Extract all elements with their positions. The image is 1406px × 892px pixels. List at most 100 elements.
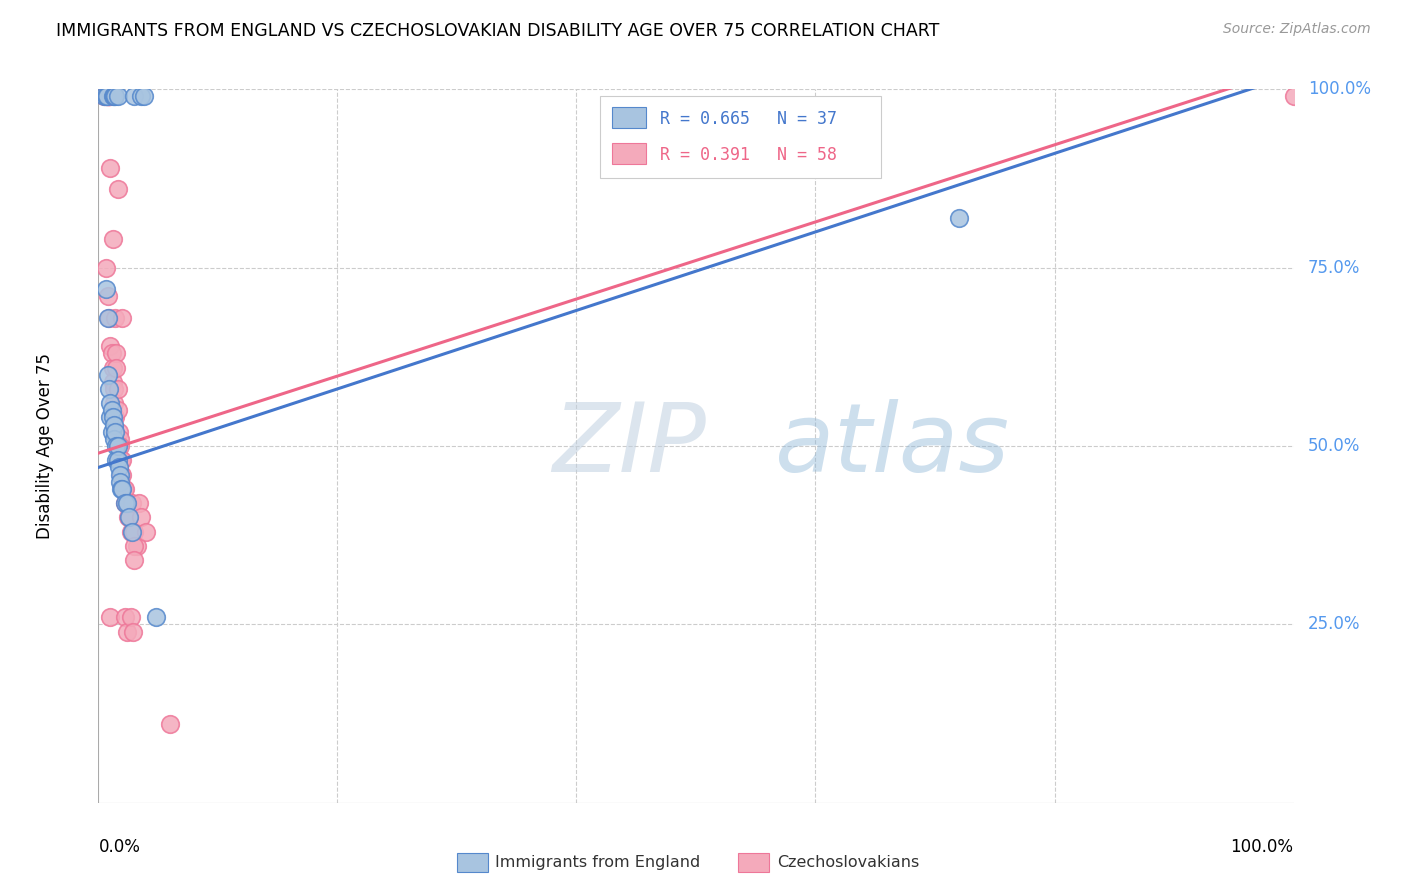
Point	[98, 161, 122, 175]
Text: Disability Age Over 75: Disability Age Over 75	[35, 353, 53, 539]
Point	[120, 524, 142, 539]
Text: N = 37: N = 37	[778, 111, 837, 128]
Point	[108, 432, 131, 446]
Text: 25.0%: 25.0%	[1308, 615, 1361, 633]
FancyBboxPatch shape	[613, 143, 645, 164]
Point	[114, 496, 136, 510]
Point	[115, 624, 138, 639]
Point	[108, 467, 131, 482]
Point	[117, 510, 139, 524]
Point	[105, 360, 128, 375]
Point	[111, 310, 134, 325]
Point	[115, 496, 138, 510]
Point	[97, 89, 120, 103]
FancyBboxPatch shape	[600, 96, 882, 178]
Point	[101, 360, 124, 375]
Text: 0.0%: 0.0%	[98, 838, 141, 856]
Point	[97, 368, 120, 382]
Point	[115, 496, 138, 510]
Point	[104, 89, 127, 103]
Text: Czechoslovakians: Czechoslovakians	[778, 855, 920, 870]
Point	[103, 432, 125, 446]
Point	[107, 182, 129, 196]
Point	[107, 439, 129, 453]
Text: atlas: atlas	[773, 400, 1008, 492]
Point	[101, 410, 124, 425]
Text: ZIP: ZIP	[553, 400, 706, 492]
Point	[94, 89, 117, 103]
Point	[110, 467, 132, 482]
Point	[115, 496, 138, 510]
Point	[120, 610, 142, 624]
Point	[98, 410, 122, 425]
Point	[948, 211, 970, 225]
Point	[108, 475, 131, 489]
Point	[98, 382, 121, 396]
Point	[122, 624, 145, 639]
Point	[135, 524, 157, 539]
Point	[103, 89, 125, 103]
Point	[101, 232, 124, 246]
Point	[97, 89, 120, 103]
Point	[111, 453, 134, 467]
Point	[100, 403, 122, 417]
Point	[94, 89, 117, 103]
Text: 50.0%: 50.0%	[1308, 437, 1360, 455]
Point	[97, 289, 120, 303]
Point	[124, 89, 146, 103]
Point	[118, 510, 141, 524]
Point	[101, 89, 124, 103]
Point	[104, 425, 127, 439]
Point	[125, 539, 148, 553]
Text: N = 58: N = 58	[778, 146, 837, 164]
Point	[107, 460, 129, 475]
Point	[98, 89, 121, 103]
Point	[104, 310, 127, 325]
Point	[145, 610, 167, 624]
Point	[93, 89, 115, 103]
Point	[105, 439, 128, 453]
Point	[103, 382, 125, 396]
Text: IMMIGRANTS FROM ENGLAND VS CZECHOSLOVAKIAN DISABILITY AGE OVER 75 CORRELATION CH: IMMIGRANTS FROM ENGLAND VS CZECHOSLOVAKI…	[56, 22, 939, 40]
Point	[94, 260, 117, 275]
Point	[98, 89, 122, 103]
Point	[124, 553, 146, 567]
Point	[104, 410, 127, 425]
Point	[118, 510, 141, 524]
Point	[128, 496, 150, 510]
Point	[132, 89, 155, 103]
Point	[105, 453, 128, 467]
Point	[100, 346, 122, 360]
Point	[107, 453, 129, 467]
Text: Immigrants from England: Immigrants from England	[495, 855, 700, 870]
Point	[105, 346, 128, 360]
Point	[107, 89, 129, 103]
Point	[110, 453, 132, 467]
Point	[98, 396, 122, 410]
Point	[103, 417, 125, 432]
Text: R = 0.665: R = 0.665	[661, 111, 751, 128]
FancyBboxPatch shape	[613, 107, 645, 128]
Text: 75.0%: 75.0%	[1308, 259, 1360, 277]
Point	[124, 539, 146, 553]
Point	[114, 610, 136, 624]
Point	[1282, 89, 1305, 103]
Point	[121, 496, 143, 510]
Point	[112, 482, 135, 496]
Point	[107, 403, 129, 417]
Point	[97, 310, 120, 325]
Point	[131, 89, 153, 103]
Point	[98, 89, 121, 103]
Point	[96, 89, 118, 103]
Point	[107, 382, 129, 396]
Text: R = 0.391: R = 0.391	[661, 146, 751, 164]
Point	[114, 482, 136, 496]
Point	[124, 524, 146, 539]
Point	[98, 310, 121, 325]
Point	[103, 396, 125, 410]
Point	[96, 89, 118, 103]
Point	[94, 282, 117, 296]
Point	[107, 425, 129, 439]
Point	[159, 717, 181, 731]
Text: 100.0%: 100.0%	[1230, 838, 1294, 856]
